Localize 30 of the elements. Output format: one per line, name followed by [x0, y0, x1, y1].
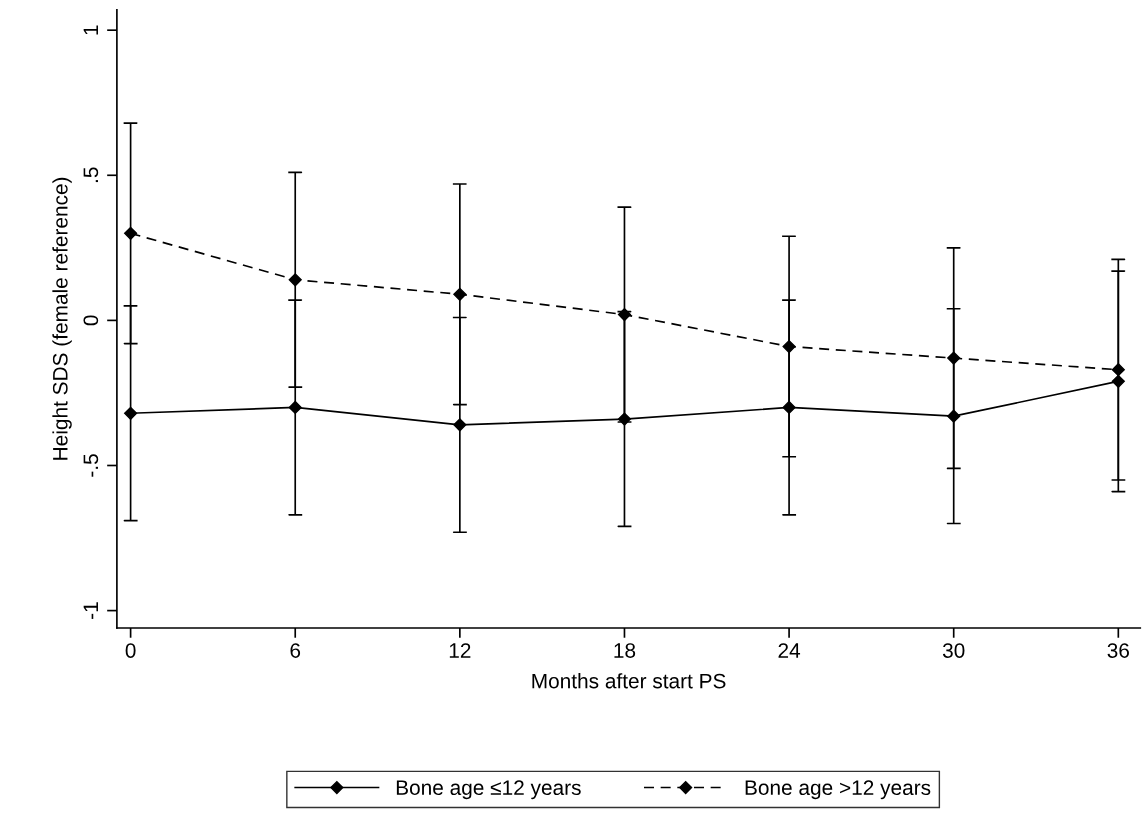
point	[1111, 374, 1125, 388]
point	[1111, 363, 1125, 377]
y-tick-label: 0	[83, 315, 99, 326]
x-tick-label: 12	[449, 643, 471, 658]
point	[617, 307, 632, 322]
x-tick-label: 30	[942, 643, 965, 658]
legend-label: Bone age ≤12 years	[396, 780, 581, 800]
point	[124, 226, 138, 240]
point	[288, 400, 302, 415]
point	[782, 400, 796, 415]
x-tick-label: 36	[1107, 643, 1129, 658]
point	[617, 412, 632, 426]
point	[453, 287, 467, 301]
x-tick-label: 0	[125, 643, 136, 658]
point	[947, 409, 961, 423]
x-tick-label: 18	[614, 643, 636, 658]
y-tick-label: -.5	[83, 454, 99, 477]
y-axis-title: Height SDS (female reference)	[52, 177, 72, 460]
legend-label: Bone age >12 years	[745, 780, 931, 800]
point	[947, 351, 961, 365]
point	[288, 273, 302, 287]
x-axis-title: Months after start PS	[532, 673, 726, 689]
x-tick-label: 6	[290, 643, 301, 658]
y-tick-label: .5	[83, 167, 99, 183]
y-tick-label: 1	[83, 25, 98, 35]
y-tick-label: -1	[83, 602, 98, 619]
point	[453, 418, 467, 432]
x-tick-label: 24	[778, 643, 801, 658]
point	[124, 406, 138, 420]
point	[782, 339, 796, 354]
